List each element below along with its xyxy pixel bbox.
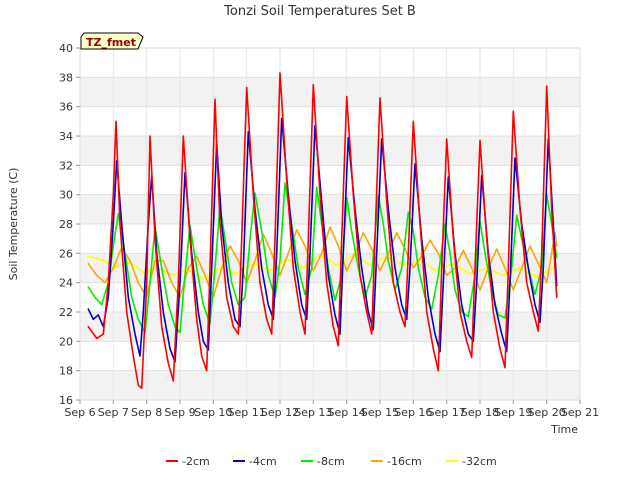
- y-tick-label: 24: [59, 277, 73, 290]
- x-tick-label: Sep 12: [261, 406, 299, 419]
- y-tick-label: 28: [59, 218, 73, 231]
- x-tick-label: Sep 6: [64, 406, 95, 419]
- x-tick-label: Sep 17: [428, 406, 466, 419]
- y-tick-label: 38: [59, 71, 73, 84]
- x-tick-label: Sep 19: [494, 406, 532, 419]
- y-axis: 16 18 20 22 24 26 28 30 32 34 36 38 40: [59, 42, 80, 407]
- x-tick-label: Sep 9: [164, 406, 195, 419]
- badge: TZ_fmet: [80, 32, 144, 50]
- y-tick-label: 26: [59, 247, 73, 260]
- legend-label: -32cm: [462, 455, 497, 468]
- y-tick-label: 20: [59, 335, 73, 348]
- series-lines: [87, 72, 558, 390]
- grid-band: [80, 136, 580, 166]
- y-tick-label: 30: [59, 189, 73, 202]
- x-tick-label: Sep 14: [328, 406, 366, 419]
- grid-band: [80, 106, 580, 136]
- y-axis-label: Soil Temperature (C): [7, 168, 20, 281]
- x-tick-label: Sep 20: [528, 406, 566, 419]
- grid-band: [80, 48, 580, 78]
- legend-label: -2cm: [182, 455, 210, 468]
- y-tick-label: 16: [59, 394, 73, 407]
- grid-band: [80, 165, 580, 195]
- x-tick-label: Sep 18: [461, 406, 499, 419]
- grid-band: [80, 341, 580, 371]
- legend: -2cm -4cm -8cm -16cm -32cm: [166, 455, 497, 468]
- x-tick-label: Sep 15: [361, 406, 399, 419]
- x-tick-label: Sep 21: [561, 406, 599, 419]
- series-line-2cm: [87, 72, 558, 390]
- x-tick-label: Sep 11: [228, 406, 266, 419]
- legend-label: -8cm: [317, 455, 345, 468]
- x-tick-label: Sep 16: [394, 406, 432, 419]
- x-tick-label: Sep 13: [294, 406, 332, 419]
- x-axis-label: Time: [550, 423, 578, 436]
- y-tick-label: 36: [59, 101, 73, 114]
- y-tick-label: 18: [59, 365, 73, 378]
- y-tick-label: 34: [59, 130, 73, 143]
- grid-band: [80, 370, 580, 400]
- y-tick-label: 32: [59, 159, 73, 172]
- x-tick-label: Sep 10: [194, 406, 232, 419]
- x-tick-label: Sep 7: [98, 406, 129, 419]
- chart-title: Tonzi Soil Temperatures Set B: [223, 4, 416, 19]
- grid-band: [80, 77, 580, 107]
- badge-label: TZ_fmet: [86, 36, 136, 49]
- x-tick-label: Sep 8: [131, 406, 162, 419]
- y-tick-label: 40: [59, 42, 73, 55]
- y-tick-label: 22: [59, 306, 73, 319]
- legend-label: -16cm: [387, 455, 422, 468]
- grid-band: [80, 194, 580, 224]
- legend-label: -4cm: [249, 455, 277, 468]
